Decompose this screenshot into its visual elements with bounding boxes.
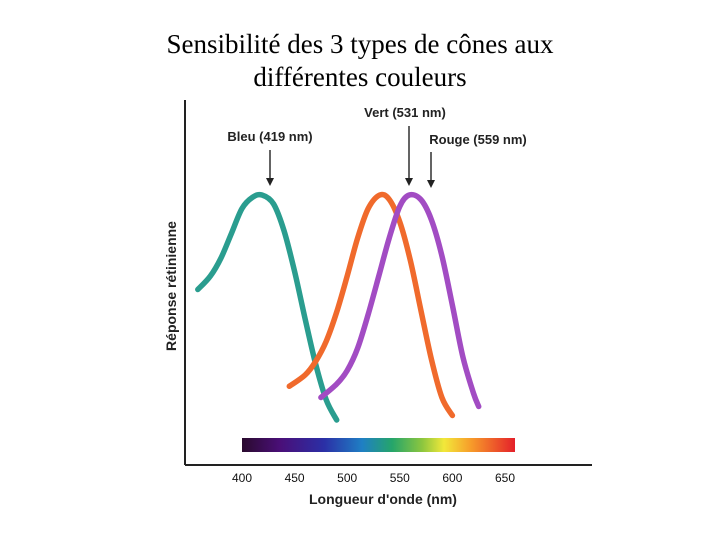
axes [184,100,592,466]
peak-arrowhead-bleu [266,178,274,186]
peak-label-rouge: Rouge (559 nm) [429,132,527,147]
series-line-rouge [318,191,482,410]
series-line-bleu [195,191,340,423]
slide-title-line-1: Sensibilité des 3 types de cônes aux [166,29,554,59]
axis-labels: 400 450 500 550 600 650 Longueur d'onde (nm) Ré… [163,221,515,507]
spectrum-bar [242,438,515,452]
x-tick-label: 550 [390,471,410,485]
peak-arrowhead-rouge [427,180,435,188]
peak-annotations: Bleu (419 nm) Vert (531 nm) Rouge (559 nm) [227,105,527,188]
series-line-vert [286,191,456,419]
x-tick-label: 500 [337,471,357,485]
x-tick-label: 650 [495,471,515,485]
slide-title: Sensibilité des 3 types de cônes aux dif… [0,28,720,94]
peak-label-bleu: Bleu (419 nm) [227,129,312,144]
x-tick-label: 450 [285,471,305,485]
peak-arrowhead-vert [405,178,413,186]
y-axis-label: Réponse rétinienne [163,221,179,351]
peak-label-vert: Vert (531 nm) [364,105,446,120]
series-group [195,191,482,423]
x-tick-label: 600 [442,471,462,485]
x-tick-label: 400 [232,471,252,485]
x-axis-label: Longueur d'onde (nm) [309,491,457,507]
slide-title-line-2: différentes couleurs [253,62,467,92]
spectrum-bar-group [242,438,515,452]
